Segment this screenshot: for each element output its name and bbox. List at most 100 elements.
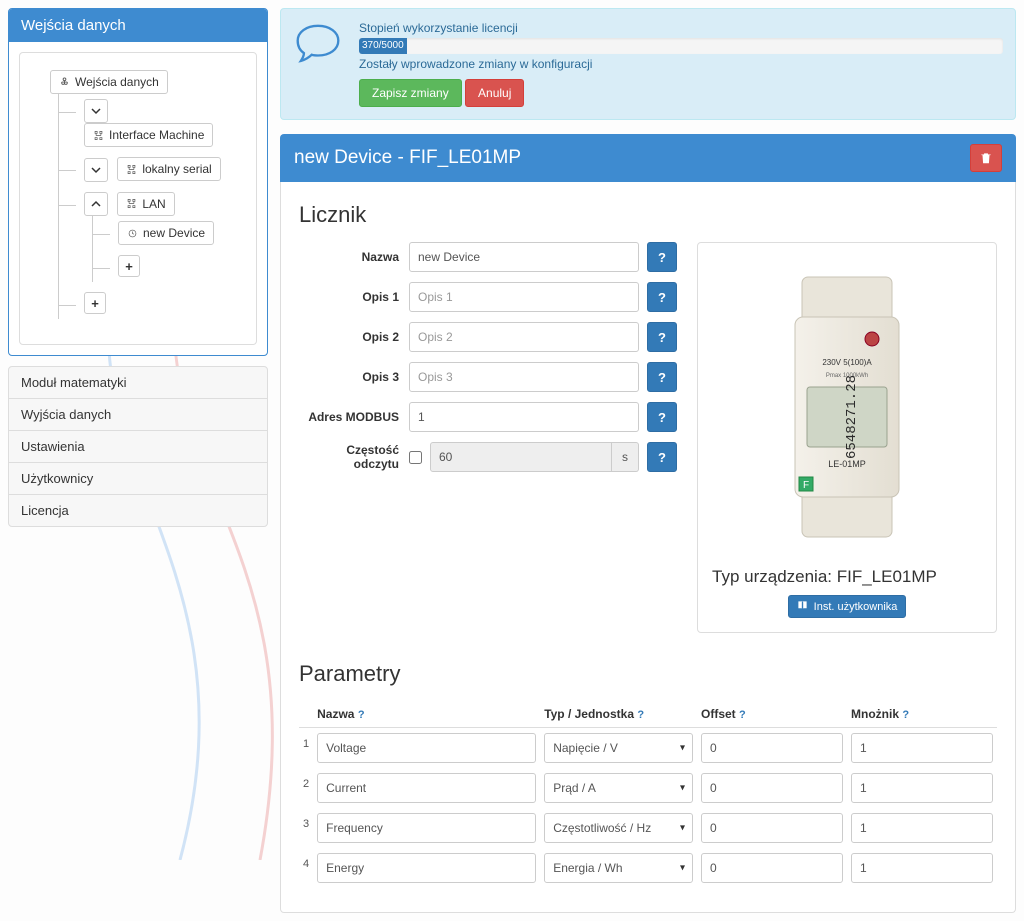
help-icon[interactable]: ? — [637, 709, 644, 721]
param-mult-input[interactable] — [851, 773, 993, 803]
tree-item-label: new Device — [143, 226, 205, 240]
cancel-button[interactable]: Anuluj — [465, 79, 524, 107]
device-image: 230V 5(100)A Pmax 1000kWh 6548271.28 LE-… — [712, 257, 982, 557]
tree-toggle-lan[interactable] — [84, 192, 108, 216]
th-offset: Offset — [701, 707, 736, 721]
tree-toggle-serial[interactable] — [84, 158, 108, 182]
config-changed-note: Zostały wprowadzone zmiany w konfiguracj… — [359, 57, 1003, 71]
param-offset-input[interactable] — [701, 813, 843, 843]
svg-text:LE-01MP: LE-01MP — [828, 459, 866, 469]
param-offset-input[interactable] — [701, 853, 843, 883]
tree-item-label: lokalny serial — [142, 162, 211, 176]
tree-item-lokalny-serial[interactable]: lokalny serial — [117, 157, 220, 181]
help-nazwa[interactable]: ? — [647, 242, 677, 272]
nav-license[interactable]: Licencja — [8, 494, 268, 527]
label-opis1: Opis 1 — [299, 290, 399, 304]
tree-add-under-lan[interactable]: + — [118, 255, 140, 277]
device-lcd-value: 6548271.28 — [844, 375, 860, 459]
tree-root[interactable]: Wejścia danych — [50, 70, 168, 94]
label-opis3: Opis 3 — [299, 370, 399, 384]
row-index: 3 — [299, 808, 313, 848]
help-opis1[interactable]: ? — [647, 282, 677, 312]
param-mult-input[interactable] — [851, 853, 993, 883]
nav-settings[interactable]: Ustawienia — [8, 430, 268, 463]
license-progress: 370/5000 — [359, 38, 1003, 54]
label-opis2: Opis 2 — [299, 330, 399, 344]
help-icon[interactable]: ? — [739, 709, 746, 721]
user-manual-button[interactable]: Inst. użytkownika — [788, 595, 907, 618]
license-progress-bar: 370/5000 — [359, 38, 407, 54]
license-alert: Stopień wykorzystanie licencji 370/5000 … — [280, 8, 1016, 120]
save-changes-button[interactable]: Zapisz zmiany — [359, 79, 462, 107]
help-freq[interactable]: ? — [647, 442, 677, 472]
section-params-title: Parametry — [299, 661, 997, 687]
tree-root-label: Wejścia danych — [75, 75, 159, 89]
device-type-label: Typ urządzenia: FIF_LE01MP — [712, 567, 982, 587]
params-table: Nazwa ? Typ / Jednostka ? Offset ? Mnożn… — [299, 701, 997, 888]
section-counter-title: Licznik — [299, 202, 997, 228]
param-offset-input[interactable] — [701, 773, 843, 803]
input-opis2[interactable] — [409, 322, 639, 352]
param-offset-input[interactable] — [701, 733, 843, 763]
table-row: 3 Częstotliwość / Hz — [299, 808, 997, 848]
help-icon[interactable]: ? — [358, 709, 365, 721]
tree-item-interface-machine[interactable]: Interface Machine — [84, 123, 213, 147]
help-modbus[interactable]: ? — [647, 402, 677, 432]
input-modbus[interactable] — [409, 402, 639, 432]
help-opis3[interactable]: ? — [647, 362, 677, 392]
label-freq: Częstość odczytu — [299, 443, 399, 471]
param-type-select[interactable]: Energia / Wh — [544, 853, 693, 883]
th-typ: Typ / Jednostka — [544, 707, 634, 721]
svg-text:230V 5(100)A: 230V 5(100)A — [822, 358, 872, 367]
tree-add-under-root[interactable]: + — [84, 292, 106, 314]
delete-device-button[interactable] — [970, 144, 1002, 172]
param-type-select[interactable]: Napięcie / V — [544, 733, 693, 763]
device-panel: new Device - FIF_LE01MP Licznik Nazwa ? — [280, 134, 1016, 913]
tree-item-label: LAN — [142, 197, 165, 211]
param-mult-input[interactable] — [851, 813, 993, 843]
param-name-input[interactable] — [317, 773, 536, 803]
param-type-select[interactable]: Prąd / A — [544, 773, 693, 803]
input-nazwa[interactable] — [409, 242, 639, 272]
label-nazwa: Nazwa — [299, 250, 399, 264]
sidebar-panel-title: Wejścia danych — [9, 9, 267, 42]
table-row: 2 Prąd / A — [299, 768, 997, 808]
speech-bubble-icon — [293, 21, 343, 68]
row-index: 1 — [299, 728, 313, 769]
tree-item-new-device[interactable]: new Device — [118, 221, 214, 245]
param-name-input[interactable] — [317, 853, 536, 883]
tree-item-label: Interface Machine — [109, 128, 204, 142]
freq-unit: s — [612, 442, 639, 472]
book-icon — [797, 600, 808, 611]
param-name-input[interactable] — [317, 813, 536, 843]
trash-icon — [979, 151, 993, 165]
input-opis3[interactable] — [409, 362, 639, 392]
freq-enable-checkbox[interactable] — [409, 451, 422, 464]
param-name-input[interactable] — [317, 733, 536, 763]
device-heading-title: new Device - FIF_LE01MP — [294, 147, 521, 169]
sidebar-panel: Wejścia danych Wejścia danych — [8, 8, 268, 356]
th-mnoznik: Mnożnik — [851, 707, 899, 721]
row-index: 4 — [299, 848, 313, 888]
param-mult-input[interactable] — [851, 733, 993, 763]
input-opis1[interactable] — [409, 282, 639, 312]
input-freq[interactable] — [430, 442, 612, 472]
help-icon[interactable]: ? — [902, 709, 909, 721]
param-type-select[interactable]: Częstotliwość / Hz — [544, 813, 693, 843]
nav-math-module[interactable]: Moduł matematyki — [8, 366, 268, 399]
license-title: Stopień wykorzystanie licencji — [359, 21, 1003, 35]
th-nazwa: Nazwa — [317, 707, 354, 721]
table-row: 1 Napięcie / V — [299, 728, 997, 769]
table-row: 4 Energia / Wh — [299, 848, 997, 888]
tree-toggle-interface[interactable] — [84, 99, 108, 123]
label-modbus: Adres MODBUS — [299, 410, 399, 424]
inputs-tree: Wejścia danych Interface Machine — [19, 52, 257, 345]
svg-text:F: F — [803, 480, 809, 491]
help-opis2[interactable]: ? — [647, 322, 677, 352]
sidebar-nav: Moduł matematyki Wyjścia danych Ustawien… — [8, 366, 268, 527]
device-type-card: 230V 5(100)A Pmax 1000kWh 6548271.28 LE-… — [697, 242, 997, 633]
nav-outputs[interactable]: Wyjścia danych — [8, 398, 268, 431]
row-index: 2 — [299, 768, 313, 808]
tree-item-lan[interactable]: LAN — [117, 192, 174, 216]
nav-users[interactable]: Użytkownicy — [8, 462, 268, 495]
